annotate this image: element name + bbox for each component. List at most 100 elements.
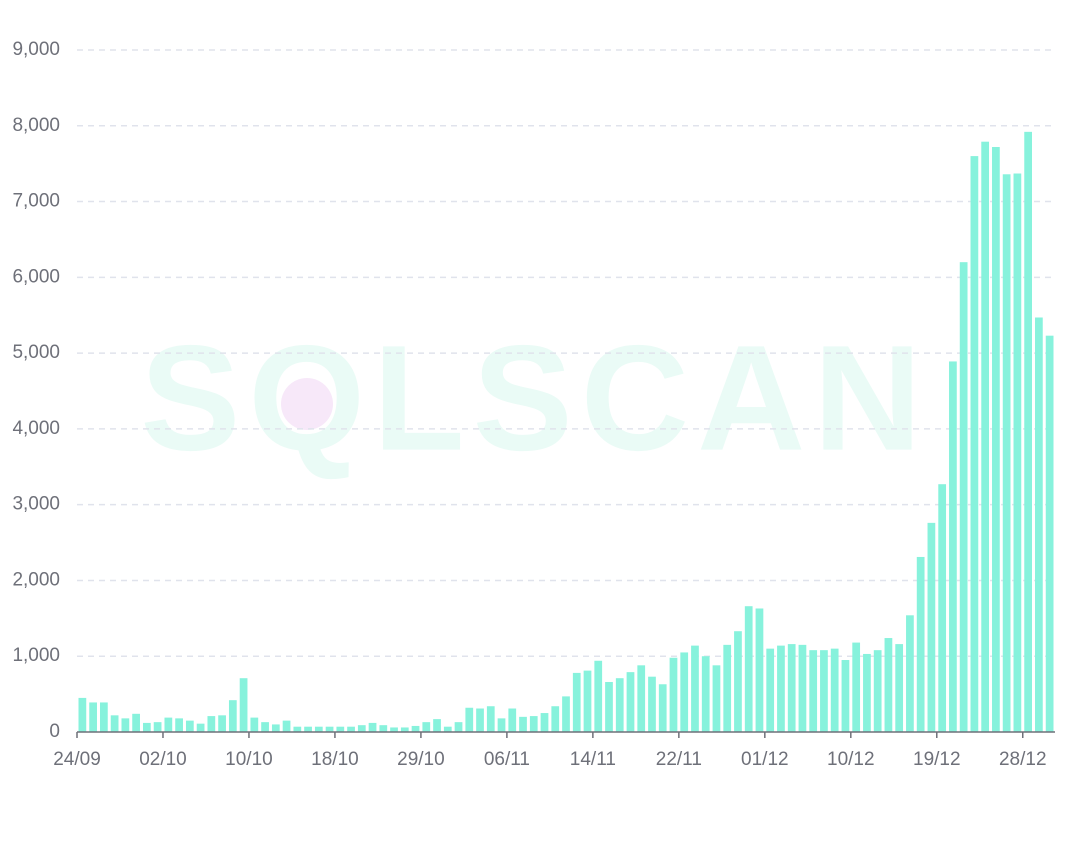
bar: [787, 644, 796, 732]
bar: [583, 670, 592, 732]
bar: [218, 715, 226, 732]
bar: [261, 722, 269, 732]
bar: [605, 681, 613, 732]
y-tick-label: 6,000: [12, 266, 60, 287]
bar: [906, 615, 914, 732]
y-tick-label: 0: [49, 721, 60, 742]
bar: [357, 725, 366, 732]
y-tick-label: 8,000: [12, 115, 60, 136]
bar: [250, 717, 259, 732]
bar: [680, 652, 689, 732]
bar: [347, 726, 355, 732]
x-tick-label: 29/10: [397, 749, 445, 770]
bar: [841, 660, 850, 732]
x-tick-label: 19/12: [913, 749, 961, 770]
x-tick-label: 28/12: [999, 749, 1047, 770]
bar: [1002, 174, 1011, 732]
bar: [992, 146, 1000, 733]
bar: [110, 715, 119, 732]
bar: [185, 720, 194, 732]
bar: [519, 716, 527, 732]
bar: [755, 608, 764, 732]
y-tick-label: 4,000: [12, 418, 60, 439]
bar: [637, 665, 646, 732]
y-tick-label: 9,000: [12, 39, 60, 60]
y-tick-label: 3,000: [12, 494, 60, 515]
bar: [820, 650, 828, 732]
x-tick-label: 22/11: [656, 749, 702, 770]
bar: [153, 722, 162, 732]
x-tick-label: 02/10: [139, 749, 187, 770]
bar: [777, 645, 785, 732]
bar: [175, 718, 183, 732]
bar: [916, 556, 925, 732]
bar: [723, 644, 732, 732]
bar: [830, 648, 839, 732]
bar: [207, 716, 216, 732]
bar: [658, 684, 667, 732]
bar: [959, 262, 968, 732]
bar: [78, 697, 87, 732]
bar: [873, 650, 882, 732]
bar: [669, 657, 678, 732]
bar: [465, 707, 474, 732]
bar: [336, 726, 345, 732]
bar: [443, 726, 452, 732]
bar: [529, 716, 538, 732]
bar: [314, 726, 323, 732]
bar: [228, 700, 237, 732]
watermark: SQLSCAN: [140, 314, 929, 482]
watermark-dot: [281, 378, 333, 430]
bar: [271, 724, 280, 732]
bar: [400, 727, 409, 732]
bar: [379, 725, 388, 732]
bar: [293, 726, 302, 732]
y-tick-label: 7,000: [12, 191, 60, 212]
bar: [196, 723, 205, 732]
bar: [691, 645, 699, 732]
bar: [766, 648, 775, 732]
bar: [325, 726, 334, 732]
y-tick-label: 1,000: [12, 645, 60, 666]
bar: [1013, 173, 1022, 733]
bar: [99, 702, 108, 732]
x-tick-label: 01/12: [741, 749, 789, 770]
bar: [454, 722, 463, 732]
bar: [809, 650, 818, 732]
bar: [508, 708, 517, 732]
bar: [239, 678, 248, 732]
bar: [1045, 335, 1054, 732]
bar: [422, 722, 431, 732]
bar: [551, 706, 560, 732]
bar: [949, 361, 957, 732]
bar: [132, 713, 140, 732]
bar: [121, 718, 130, 732]
bar: [701, 656, 710, 732]
bar: [648, 676, 656, 732]
bar: [927, 522, 936, 732]
bar: [142, 722, 151, 732]
x-tick-label: 18/10: [311, 749, 359, 770]
bar: [304, 726, 312, 732]
bar: [863, 653, 871, 732]
x-tick-label: 06/11: [484, 749, 530, 770]
bar: [895, 644, 904, 732]
x-tick-label: 10/12: [827, 749, 875, 770]
bar: [497, 718, 506, 732]
x-tick-label: 10/10: [225, 749, 273, 770]
bar: [594, 660, 603, 732]
bar: [572, 672, 581, 732]
bar: [164, 717, 173, 732]
bar: [1024, 131, 1033, 733]
x-tick-label: 14/11: [570, 749, 616, 770]
bar: [390, 727, 398, 732]
bar: [476, 708, 484, 732]
bar: [368, 722, 377, 732]
bar: [798, 644, 807, 732]
bar: [970, 156, 979, 733]
bar: [282, 720, 291, 732]
y-tick-label: 5,000: [12, 342, 60, 363]
bar: [626, 672, 635, 732]
bar: [89, 702, 97, 732]
